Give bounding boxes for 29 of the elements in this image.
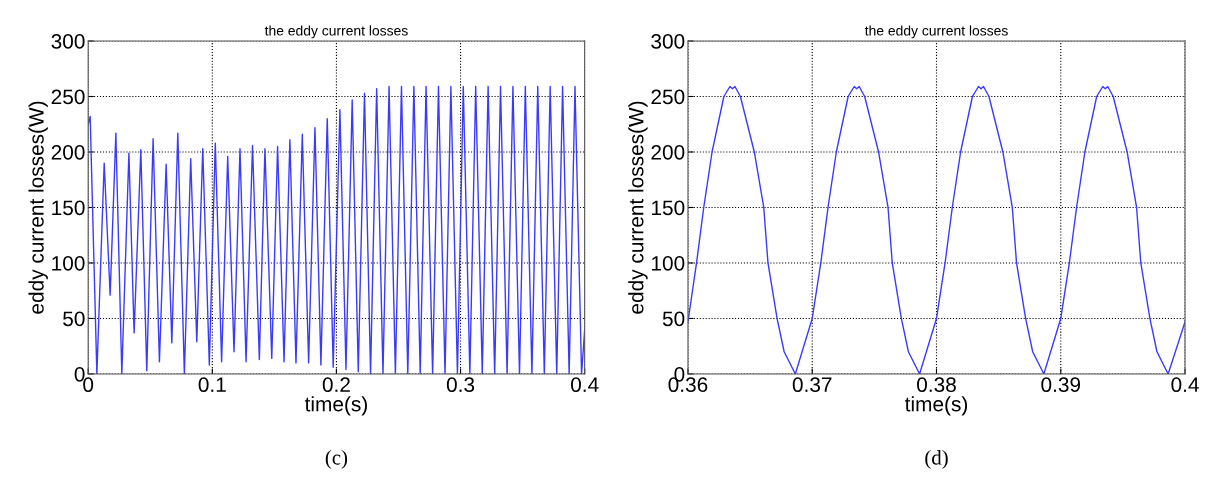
x-tick-label: 0.38 [917,377,956,393]
y-tick-label: 150 [652,200,685,216]
y-tick-label: 200 [51,144,85,160]
text: (d) [925,449,948,469]
y-tick-label: 250 [651,89,685,105]
y-tick-label: 50 [662,311,685,327]
y-tick-label: 0 [74,366,85,382]
y-axis-title: eddy current losses(W) [28,101,48,314]
y-tick-label: 200 [651,144,685,160]
y-tick-label: 300 [651,34,685,49]
x-tick-label: 0.4 [1171,377,1199,393]
x-tick-label: 0.2 [322,377,350,393]
x-tick-label: 0.3 [446,377,475,393]
x-axis-title: time(s) [304,396,367,416]
y-tick-label: 150 [52,200,85,216]
chart-title: the eddy current losses [864,25,1008,39]
text: (c) [325,449,348,469]
y-axis-title: eddy current losses(W) [628,101,648,314]
y-tick-label: 250 [51,89,85,105]
y-tick-label: 100 [652,255,685,271]
x-tick-label: 0.4 [571,377,599,393]
x-tick-label: 0.37 [792,377,832,393]
chart-title: the eddy current losses [264,25,408,39]
y-tick-label: 100 [52,255,85,271]
x-axis-title: time(s) [904,396,968,416]
y-tick-label: 50 [63,311,85,327]
x-tick-label: 0.1 [198,377,226,393]
x-tick-label: 0.39 [1041,377,1081,393]
y-tick-label: 300 [51,34,85,49]
